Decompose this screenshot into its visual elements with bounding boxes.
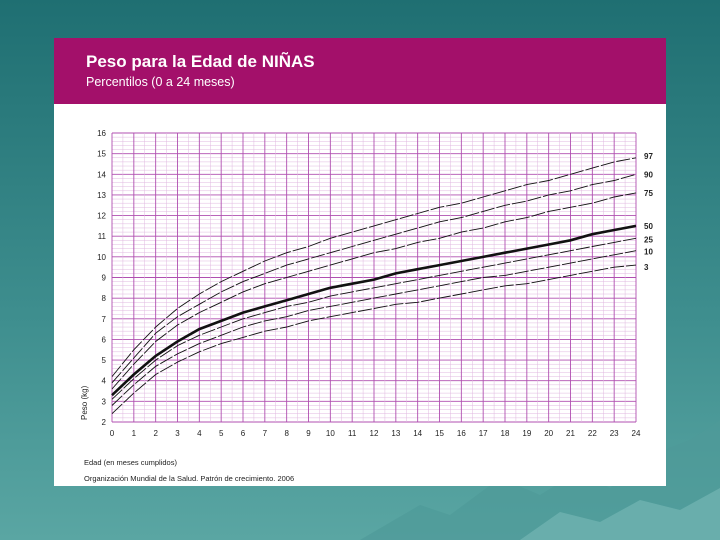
y-tick-label: 3 <box>102 397 107 406</box>
x-tick-label: 14 <box>413 429 422 438</box>
chart-title: Peso para la Edad de NIÑAS <box>86 52 315 71</box>
percentile-label-p10: 10 <box>644 248 653 257</box>
percentile-curves <box>111 157 637 415</box>
y-tick-label: 14 <box>97 170 106 179</box>
percentile-label-p25: 25 <box>644 235 653 244</box>
y-tick-label: 15 <box>97 150 106 159</box>
curve-p75 <box>111 192 637 390</box>
x-tick-label: 16 <box>457 429 466 438</box>
y-tick-label: 6 <box>102 335 107 344</box>
x-tick-label: 11 <box>348 429 357 438</box>
x-tick-label: 15 <box>435 429 444 438</box>
x-tick-label: 20 <box>544 429 553 438</box>
y-tick-label: 11 <box>98 232 107 241</box>
x-tick-label: 0 <box>110 429 115 438</box>
x-tick-label: 4 <box>197 429 202 438</box>
y-tick-label: 10 <box>97 253 106 262</box>
percentile-label-p97: 97 <box>644 152 653 161</box>
y-tick-label: 4 <box>102 377 107 386</box>
x-tick-label: 8 <box>284 429 289 438</box>
y-tick-label: 12 <box>97 212 106 221</box>
source-note: Organización Mundial de la Salud. Patrón… <box>84 474 295 483</box>
y-tick-label: 16 <box>97 129 106 138</box>
percentile-label-p3: 3 <box>644 263 649 272</box>
percentile-label-p75: 75 <box>644 189 653 198</box>
x-tick-label: 5 <box>219 429 224 438</box>
percentile-label-p90: 90 <box>644 170 653 179</box>
x-tick-label: 1 <box>132 429 137 438</box>
x-tick-label: 19 <box>522 429 531 438</box>
x-tick-label: 17 <box>479 429 488 438</box>
x-tick-label: 12 <box>370 429 379 438</box>
y-tick-label: 5 <box>102 356 107 365</box>
x-axis-label: Edad (en meses cumplidos) <box>84 458 177 467</box>
chart-subtitle: Percentilos (0 a 24 meses) <box>86 75 235 89</box>
curve-p90 <box>111 173 637 384</box>
y-axis-label: Peso (kg) <box>80 385 89 420</box>
x-tick-label: 13 <box>391 429 400 438</box>
curve-p25 <box>111 237 637 400</box>
x-tick-label: 24 <box>632 429 641 438</box>
x-tick-label: 18 <box>501 429 510 438</box>
x-tick-label: 21 <box>566 429 575 438</box>
curve-p3 <box>111 264 637 415</box>
x-tick-label: 6 <box>241 429 246 438</box>
slide-panel: Peso para la Edad de NIÑAS Percentilos (… <box>54 38 666 486</box>
title-banner: Peso para la Edad de NIÑAS Percentilos (… <box>54 38 666 104</box>
y-tick-label: 13 <box>97 191 106 200</box>
percentile-labels: 97 90 75 50 25 10 3 <box>644 152 653 272</box>
x-tick-label: 3 <box>175 429 180 438</box>
x-tick-label: 10 <box>326 429 335 438</box>
y-tick-label: 8 <box>102 294 107 303</box>
x-tick-label: 22 <box>588 429 597 438</box>
x-tick-label: 9 <box>306 429 311 438</box>
y-tick-label: 9 <box>102 274 107 283</box>
x-tick-label: 23 <box>610 429 619 438</box>
y-tick-label: 7 <box>102 315 107 324</box>
x-axis-ticks: 0 1 2 3 4 5 6 7 8 9 10 11 12 13 14 15 16 17 18 19 20 21 22 23 24 <box>110 429 641 438</box>
x-tick-label: 2 <box>153 429 158 438</box>
percentile-label-p50: 50 <box>644 222 653 231</box>
curve-p50 <box>111 224 637 397</box>
y-tick-label: 2 <box>102 418 107 427</box>
y-axis-ticks: 2 3 4 5 6 7 8 9 10 11 12 13 14 15 16 <box>97 129 106 427</box>
curve-p97 <box>111 157 637 377</box>
x-tick-label: 7 <box>263 429 268 438</box>
curve-p10 <box>111 250 637 406</box>
